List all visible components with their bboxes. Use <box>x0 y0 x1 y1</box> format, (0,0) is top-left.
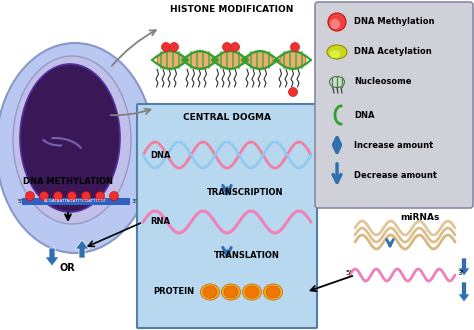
Ellipse shape <box>329 50 340 58</box>
Text: 5': 5' <box>18 199 24 204</box>
Circle shape <box>289 87 298 96</box>
Circle shape <box>222 43 231 51</box>
Ellipse shape <box>221 284 240 300</box>
Ellipse shape <box>20 64 120 212</box>
Text: PROTEIN: PROTEIN <box>153 287 194 296</box>
Circle shape <box>26 191 35 201</box>
Text: 3': 3' <box>132 199 138 204</box>
Circle shape <box>170 43 179 51</box>
Ellipse shape <box>280 52 306 68</box>
Text: Nucleosome: Nucleosome <box>354 78 411 86</box>
Ellipse shape <box>266 286 280 298</box>
Circle shape <box>39 191 48 201</box>
Ellipse shape <box>224 286 238 298</box>
Ellipse shape <box>264 284 283 300</box>
Ellipse shape <box>247 52 273 68</box>
Text: DNA Acetylation: DNA Acetylation <box>354 48 432 56</box>
Circle shape <box>162 43 171 51</box>
Ellipse shape <box>329 77 345 87</box>
Text: TRANSLATION: TRANSLATION <box>214 250 280 259</box>
Circle shape <box>109 191 118 201</box>
Text: DNA: DNA <box>150 150 171 159</box>
Text: 5': 5' <box>345 270 351 276</box>
Bar <box>22 198 130 205</box>
Ellipse shape <box>327 45 347 59</box>
Text: OR: OR <box>59 263 75 273</box>
Ellipse shape <box>245 286 259 298</box>
Circle shape <box>82 191 91 201</box>
Ellipse shape <box>157 52 183 68</box>
FancyArrow shape <box>45 248 59 266</box>
Text: HISTONE MODIFICATION: HISTONE MODIFICATION <box>170 5 294 14</box>
Circle shape <box>95 191 104 201</box>
Circle shape <box>230 43 239 51</box>
FancyArrow shape <box>458 282 470 302</box>
Text: miRNAs: miRNAs <box>401 214 440 222</box>
Text: DNA METHYLATION: DNA METHYLATION <box>23 178 113 186</box>
Text: Increase amount: Increase amount <box>354 141 433 149</box>
Circle shape <box>54 191 63 201</box>
Ellipse shape <box>13 56 131 224</box>
Circle shape <box>67 191 76 201</box>
Ellipse shape <box>243 284 262 300</box>
Text: DNA Methylation: DNA Methylation <box>354 17 435 26</box>
Circle shape <box>328 13 346 31</box>
Ellipse shape <box>187 52 213 68</box>
Text: RNA: RNA <box>150 217 170 226</box>
Circle shape <box>291 43 300 51</box>
FancyArrow shape <box>458 258 470 276</box>
Text: ACGATAATTAGATTTCGATTTCGT: ACGATAATTAGATTTCGATTTCGT <box>45 200 108 204</box>
Ellipse shape <box>217 52 243 68</box>
Ellipse shape <box>201 284 219 300</box>
Text: CENTRAL DOGMA: CENTRAL DOGMA <box>183 113 271 122</box>
FancyBboxPatch shape <box>315 2 473 208</box>
Text: DNA: DNA <box>354 111 374 119</box>
Text: Decrease amount: Decrease amount <box>354 171 437 180</box>
Text: 3': 3' <box>457 270 464 276</box>
Text: TRANSCRIPTION: TRANSCRIPTION <box>207 188 283 197</box>
Ellipse shape <box>203 286 217 298</box>
Ellipse shape <box>0 43 154 253</box>
Circle shape <box>330 19 340 29</box>
FancyArrow shape <box>75 240 89 258</box>
FancyBboxPatch shape <box>137 104 317 328</box>
